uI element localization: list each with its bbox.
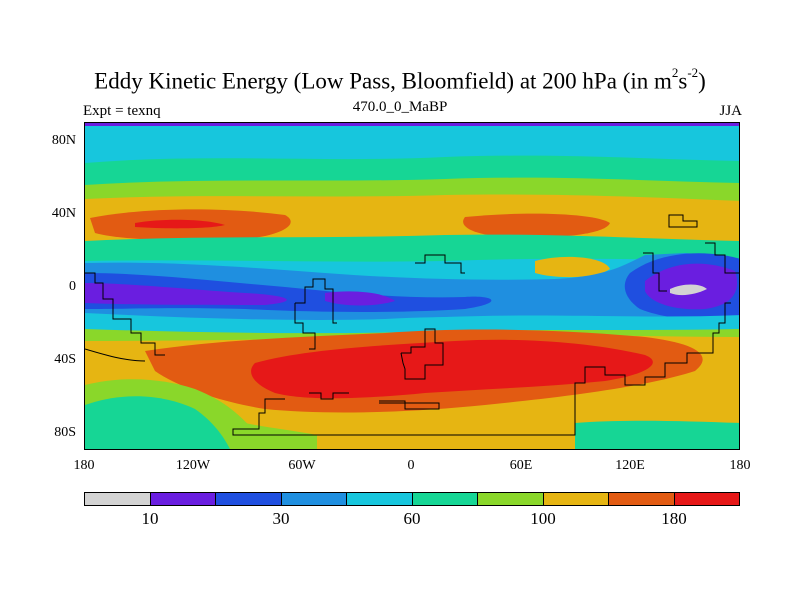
- colorbar-swatch-3: [281, 493, 347, 505]
- colorbar-swatch-2: [216, 493, 282, 505]
- colorbar-label-10: 10: [141, 509, 159, 528]
- colorbar-label-60: 60: [403, 509, 421, 528]
- lat-label-80s: 80S: [54, 425, 76, 440]
- colorbar-label-180: 180: [661, 509, 687, 528]
- colorbar-swatch-4: [347, 493, 413, 505]
- experiment-id: 470.0_0_MaBP: [352, 99, 448, 115]
- lon-label-60w: 60W: [288, 458, 316, 473]
- lat-label-0: 0: [69, 279, 76, 294]
- colorbar-swatch-5: [412, 493, 478, 505]
- colorbar: [84, 492, 740, 506]
- lon-label-0: 0: [407, 458, 415, 473]
- lat-label-80n: 80N: [51, 133, 76, 148]
- colorbar-label-100: 100: [530, 509, 556, 528]
- lon-label-60e: 60E: [509, 458, 533, 473]
- colorbar-swatch-8: [609, 493, 675, 505]
- lon-label-120e: 120E: [615, 458, 645, 473]
- lat-label-40s: 40S: [54, 352, 76, 367]
- colorbar-swatch-9: [674, 493, 739, 505]
- colorbar-swatch-0: [85, 493, 151, 505]
- experiment-label: Expt = texnq: [83, 103, 161, 119]
- season-label: JJA: [719, 103, 742, 119]
- chart-title: Eddy Kinetic Energy (Low Pass, Bloomfiel…: [94, 65, 706, 94]
- lat-label-40n: 40N: [51, 206, 76, 221]
- eke-contour-map: [84, 122, 740, 450]
- colorbar-swatch-6: [478, 493, 544, 505]
- contour-fill: [85, 123, 739, 449]
- colorbar-swatch-7: [543, 493, 609, 505]
- colorbar-swatch-1: [150, 493, 216, 505]
- lon-label-120w: 120W: [175, 458, 211, 473]
- colorbar-label-30: 30: [272, 509, 290, 528]
- lon-label-180e: 180: [729, 458, 751, 473]
- lon-label-180w: 180: [73, 458, 95, 473]
